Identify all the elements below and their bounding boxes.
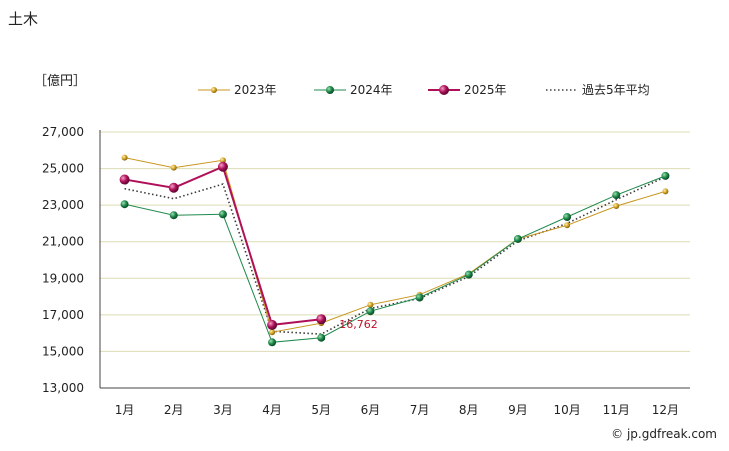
- legend-label: 2023年: [234, 83, 277, 97]
- data-point: [121, 154, 128, 161]
- data-point: [316, 314, 327, 325]
- series-line: [124, 157, 666, 333]
- data-point: [366, 307, 375, 316]
- y-tick-label: 15,000: [42, 344, 84, 358]
- axes: 13,000 15,000 17,000 19,000 21,000 23,000 25,0…: [42, 125, 690, 417]
- data-point: [662, 188, 669, 195]
- data-point: [168, 182, 179, 193]
- data-point: [464, 270, 473, 279]
- data-point: [268, 338, 277, 347]
- legend-label: 2025年: [464, 83, 507, 97]
- y-tick-label: 21,000: [42, 235, 84, 249]
- x-tick-label: 10月: [553, 403, 580, 417]
- annotations: 16,762: [339, 318, 378, 331]
- data-point: [661, 171, 670, 180]
- data-point: [317, 333, 326, 342]
- legend-item: 2024年: [314, 83, 393, 97]
- x-tick-label: 9月: [508, 403, 528, 417]
- series-line: [124, 176, 666, 335]
- data-point: [119, 174, 130, 185]
- credit-text: © jp.gdfreak.com: [611, 427, 717, 441]
- data-point: [563, 213, 572, 222]
- legend-marker: [326, 86, 334, 94]
- y-tick-label: 25,000: [42, 162, 84, 176]
- legend-label: 過去5年平均: [582, 83, 650, 97]
- data-point: [169, 211, 178, 220]
- legend-marker: [211, 87, 217, 93]
- x-tick-label: 5月: [311, 403, 331, 417]
- legend-item: 過去5年平均: [546, 83, 650, 97]
- x-tick-label: 11月: [603, 403, 630, 417]
- data-point: [218, 210, 227, 219]
- data-point: [219, 157, 226, 164]
- series-line: [124, 175, 666, 343]
- series-2024年: [120, 171, 670, 347]
- grid-lines: [100, 131, 690, 352]
- latest-value-label: 16,762: [339, 318, 378, 331]
- data-point: [269, 329, 276, 336]
- x-tick-label: 2月: [164, 403, 184, 417]
- data-point: [267, 319, 278, 330]
- y-tick-label: 23,000: [42, 198, 84, 212]
- data-point: [612, 191, 621, 200]
- data-point: [217, 161, 228, 172]
- y-tick-label: 17,000: [42, 308, 84, 322]
- legend: 2023年 2024年 2025年 過去5年平均: [198, 83, 650, 97]
- data-point: [564, 222, 571, 229]
- y-tick-label: 27,000: [42, 125, 84, 139]
- data-point: [613, 203, 620, 210]
- data-point: [120, 200, 129, 209]
- page-title: 土木: [8, 10, 39, 28]
- series-2023年: [121, 154, 669, 336]
- data-point: [415, 293, 424, 302]
- data-point: [170, 164, 177, 171]
- legend-label: 2024年: [350, 83, 393, 97]
- x-tick-label: 6月: [361, 403, 381, 417]
- legend-marker: [439, 85, 449, 95]
- x-tick-label: 4月: [262, 403, 282, 417]
- series: [119, 154, 670, 347]
- data-point: [513, 234, 522, 243]
- legend-item: 2025年: [428, 83, 507, 97]
- data-point: [367, 301, 374, 308]
- series-line: [124, 165, 322, 326]
- y-tick-label: 19,000: [42, 271, 84, 285]
- series-過去5年平均: [124, 176, 666, 335]
- x-tick-label: 8月: [459, 403, 479, 417]
- x-tick-label: 7月: [410, 403, 430, 417]
- x-tick-label: 12月: [652, 403, 679, 417]
- legend-item: 2023年: [198, 83, 277, 97]
- x-tick-label: 1月: [115, 403, 135, 417]
- series-2025年: [119, 161, 327, 330]
- x-tick-label: 3月: [213, 403, 233, 417]
- y-axis-unit-label: ［億円］: [34, 74, 87, 89]
- y-tick-label: 13,000: [42, 381, 84, 395]
